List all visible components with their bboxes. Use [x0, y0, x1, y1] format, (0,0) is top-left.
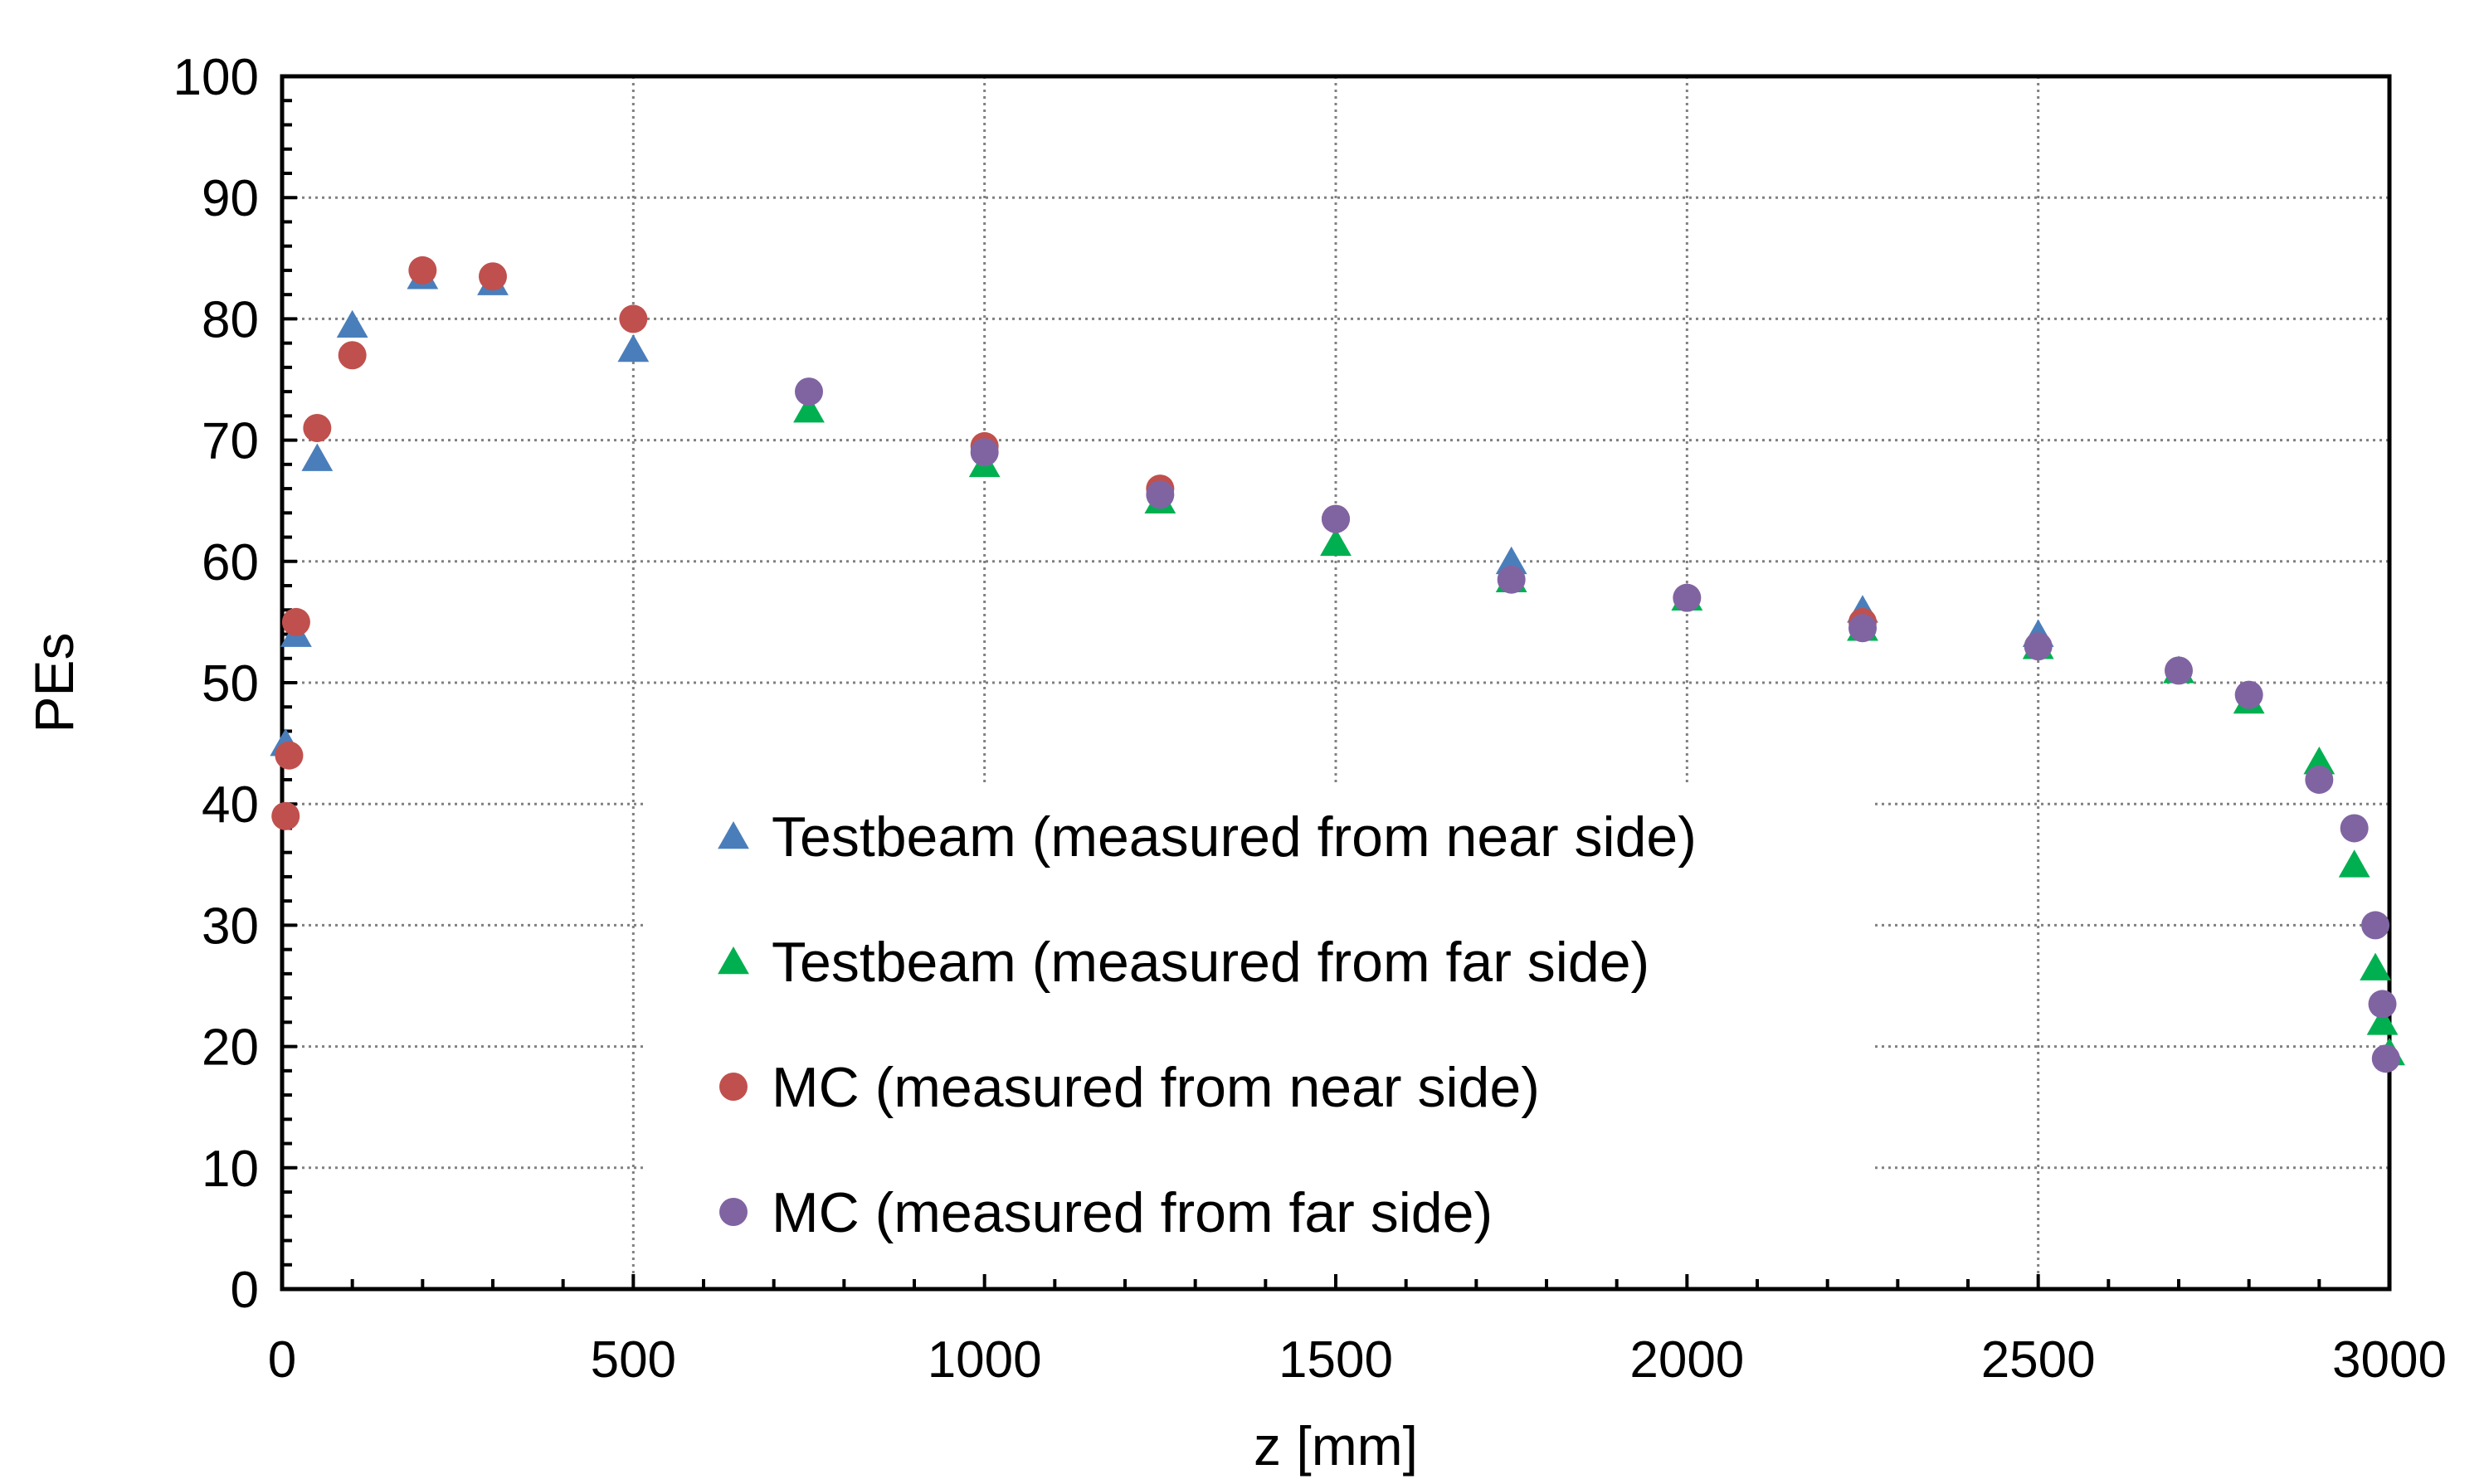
- data-point: [479, 262, 507, 291]
- data-point: [793, 395, 825, 423]
- y-tick-label: 70: [202, 413, 259, 470]
- y-tick-label: 0: [231, 1262, 259, 1319]
- data-point: [271, 801, 300, 830]
- y-tick-label: 80: [202, 291, 259, 348]
- data-point: [2371, 1044, 2400, 1073]
- data-point: [970, 438, 999, 467]
- data-point: [619, 304, 648, 333]
- data-point: [1146, 480, 1175, 509]
- data-point: [2165, 656, 2193, 685]
- y-tick-label: 20: [202, 1019, 259, 1077]
- data-point: [281, 607, 310, 636]
- x-tick-label: 1000: [928, 1331, 1042, 1389]
- x-axis-tick-labels: 0 500 1000 1500 2000 2500 3000: [268, 1331, 2447, 1389]
- x-tick-label: 2000: [1629, 1331, 1744, 1389]
- data-point: [408, 255, 437, 285]
- data-point: [617, 333, 650, 362]
- x-axis-title: z [mm]: [1254, 1415, 1418, 1477]
- y-tick-label: 40: [202, 776, 259, 834]
- data-point: [336, 309, 368, 338]
- data-point: [2360, 952, 2391, 980]
- legend: Testbeam (measured from near side) Testbe…: [718, 805, 1697, 1244]
- data-point: [2366, 1007, 2399, 1035]
- y-tick-label: 90: [202, 170, 259, 227]
- data-point: [303, 413, 332, 442]
- legend-marker: [719, 1073, 748, 1101]
- data-point: [2234, 680, 2263, 709]
- data-point: [795, 377, 823, 406]
- data-point: [2305, 765, 2334, 794]
- data-point: [1673, 583, 1702, 612]
- minor-ticks: [280, 75, 2391, 1291]
- data-point: [2024, 632, 2053, 661]
- legend-label: Testbeam (measured from far side): [772, 931, 1649, 994]
- x-tick-label: 1500: [1279, 1331, 1393, 1389]
- x-tick-label: 2500: [1981, 1331, 2096, 1389]
- data-point: [2340, 814, 2369, 843]
- series-4: [795, 377, 2400, 1073]
- x-tick-label: 0: [268, 1331, 296, 1389]
- legend-marker: [718, 821, 749, 849]
- data-points: [270, 255, 2405, 1073]
- data-point: [2303, 747, 2336, 775]
- data-point: [1497, 565, 1526, 594]
- y-tick-label: 100: [173, 49, 259, 106]
- data-point: [1848, 614, 1877, 643]
- y-axis-title: PEs: [23, 632, 85, 732]
- data-point: [1495, 546, 1527, 575]
- legend-label: MC (measured from far side): [772, 1181, 1493, 1244]
- data-point: [338, 341, 367, 370]
- data-point: [275, 741, 304, 770]
- data-point: [1322, 504, 1350, 533]
- data-point: [2361, 911, 2390, 940]
- y-axis-tick-labels: 0 10 20 30 40 50 60 70 80 90 100: [173, 49, 259, 1319]
- legend-label: Testbeam (measured from near side): [772, 805, 1697, 869]
- legend-marker: [719, 1198, 748, 1226]
- y-tick-label: 60: [202, 534, 259, 591]
- data-point: [2338, 849, 2370, 878]
- y-tick-label: 30: [202, 898, 259, 955]
- y-tick-label: 10: [202, 1141, 259, 1198]
- data-point: [2368, 990, 2397, 1019]
- legend-marker: [718, 946, 749, 975]
- x-tick-label: 500: [591, 1331, 676, 1389]
- x-tick-label: 3000: [2332, 1331, 2447, 1389]
- data-point: [301, 443, 334, 471]
- legend-label: MC (measured from near side): [772, 1056, 1540, 1119]
- y-tick-label: 50: [202, 655, 259, 713]
- legend-background: [647, 784, 1875, 1273]
- data-point: [1320, 528, 1352, 557]
